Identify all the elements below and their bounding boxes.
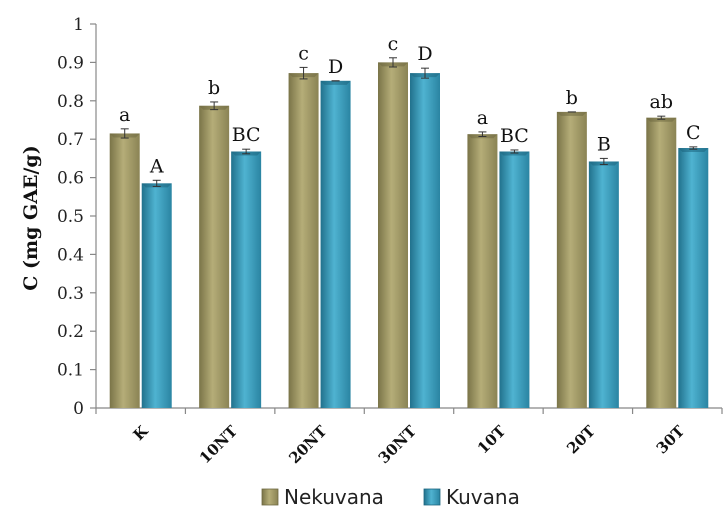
significance-label: A [149,155,164,177]
bar-kuvana [678,148,709,409]
y-axis-label: C (mg GAE/g) [20,145,42,290]
bar-nekuvana [199,105,230,409]
bar-kuvana [141,183,172,408]
category-label: 10T [474,422,510,458]
category-label: K [130,421,153,444]
bar-kuvana [320,80,351,408]
y-tick-label: 1 [73,15,84,35]
significance-label: BC [500,125,529,147]
bar-top-face [556,111,587,116]
category-label: 20T [563,422,599,458]
y-tick-label: 0.5 [57,207,84,227]
y-tick-label: 0.2 [57,322,84,342]
y-tick-label: 0.8 [57,92,84,112]
bar-nekuvana [646,117,677,409]
category-label: 30NT [375,422,421,468]
bar-top-face [678,148,709,153]
bar-nekuvana [109,133,140,408]
legend: Nekuvana Kuvana [261,485,520,509]
significance-label: a [119,104,130,126]
legend-label: Nekuvana [284,485,384,509]
y-tick-label: 0.4 [57,245,84,265]
significance-label: b [566,87,578,109]
y-tick-label: 0.3 [57,284,84,304]
bar-nekuvana [556,111,587,408]
category-label: 30T [653,422,689,458]
significance-label: c [388,33,399,55]
significance-label: ab [650,91,674,113]
y-tick-label: 0 [73,399,84,419]
bar-kuvana [410,73,440,408]
legend-swatch [423,488,441,506]
significance-label: D [328,56,343,78]
y-tick-label: 0.6 [57,169,84,189]
significance-label: b [208,77,220,99]
y-tick-label: 0.1 [57,361,84,381]
y-tick-label: 0.7 [57,130,84,150]
category-label: 20NT [285,422,331,468]
significance-label: a [477,107,488,129]
legend-label: Kuvana [446,485,520,509]
bar-top-face [320,80,351,85]
significance-label: c [298,42,309,64]
bar-nekuvana [467,134,498,408]
significance-label: C [686,122,701,144]
bar-nekuvana [378,62,408,409]
bar-nekuvana [288,73,319,408]
legend-swatch [261,488,279,506]
bar-kuvana [231,151,262,408]
category-label: 10NT [196,422,242,468]
bar-kuvana [499,151,530,408]
bar-kuvana [588,161,619,408]
significance-label: D [417,43,432,65]
significance-label: BC [232,124,261,146]
y-tick-label: 0.9 [57,53,84,73]
significance-label: B [597,133,611,155]
